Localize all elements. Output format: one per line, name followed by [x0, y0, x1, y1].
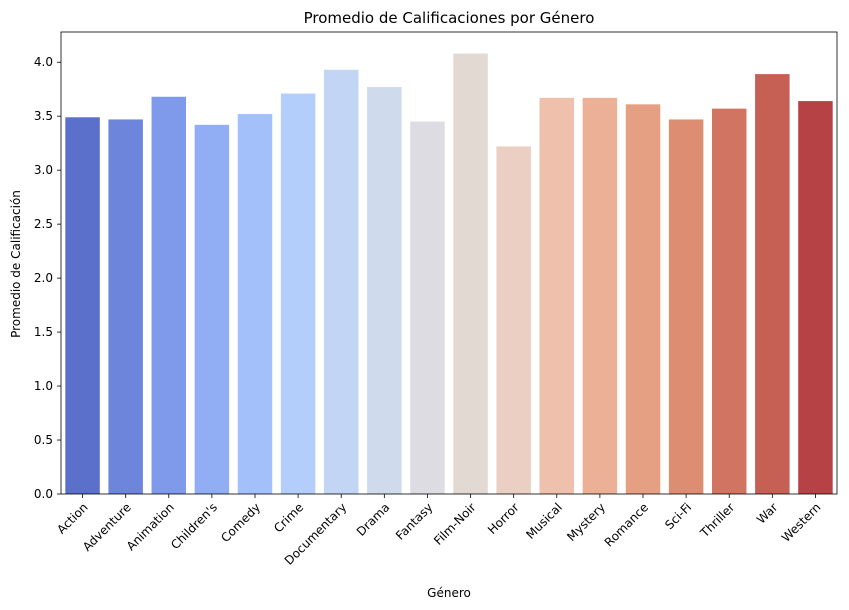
x-tick-label: Romance [602, 500, 651, 549]
x-axis: ActionAdventureAnimationChildren'sComedy… [54, 494, 824, 568]
x-tick-label: Film-Noir [431, 500, 479, 548]
x-tick-label: Action [54, 500, 90, 536]
bar-children-s [194, 124, 230, 494]
y-tick-label: 2.5 [34, 217, 53, 231]
bar-romance [625, 104, 661, 494]
bar-crime [280, 93, 316, 494]
x-tick-label: Horror [485, 500, 522, 537]
bar-comedy [237, 114, 273, 494]
bar-thriller [711, 108, 747, 494]
chart-title: Promedio de Calificaciones por Género [304, 9, 595, 27]
bar-documentary [323, 69, 359, 495]
x-tick-label: Mystery [564, 500, 608, 544]
bar-sci-fi [668, 119, 704, 495]
bar-mystery [582, 97, 618, 494]
bar-drama [367, 87, 402, 495]
x-tick-label: Comedy [218, 500, 263, 545]
y-tick-label: 4.0 [34, 55, 53, 69]
y-tick-label: 0.5 [34, 433, 53, 447]
plot-frame [60, 31, 838, 495]
x-tick-label: Western [779, 500, 824, 545]
bar-film-noir [453, 53, 488, 495]
bar-adventure [108, 119, 143, 495]
bar-war [755, 74, 790, 494]
bar-fantasy [410, 121, 445, 495]
x-tick-label: Children's [168, 500, 220, 552]
x-axis-label: Género [427, 586, 471, 600]
bar-western [798, 101, 833, 495]
y-tick-label: 1.5 [34, 325, 53, 339]
x-tick-label: Crime [271, 500, 306, 535]
x-tick-label: Musical [523, 500, 565, 542]
x-tick-label: Sci-Fi [662, 500, 694, 532]
y-tick-label: 2.0 [34, 271, 53, 285]
x-tick-label: War [754, 500, 780, 526]
y-axis-label: Promedio de Calificación [9, 190, 23, 338]
x-tick-label: Fantasy [393, 500, 436, 543]
y-tick-label: 3.5 [34, 109, 53, 123]
bar-animation [151, 96, 187, 494]
y-axis: 0.0 0.5 1.0 1.5 2.0 2.5 3.0 3.5 4.0 [34, 55, 61, 501]
bars-group [65, 53, 833, 495]
y-tick-label: 3.0 [34, 163, 53, 177]
y-tick-label: 0.0 [34, 487, 53, 501]
bar-action [65, 117, 100, 495]
bar-musical [539, 97, 575, 494]
x-tick-label: Thriller [697, 500, 737, 540]
bar-horror [496, 146, 531, 494]
y-tick-label: 1.0 [34, 379, 53, 393]
x-tick-label: Drama [354, 500, 393, 539]
